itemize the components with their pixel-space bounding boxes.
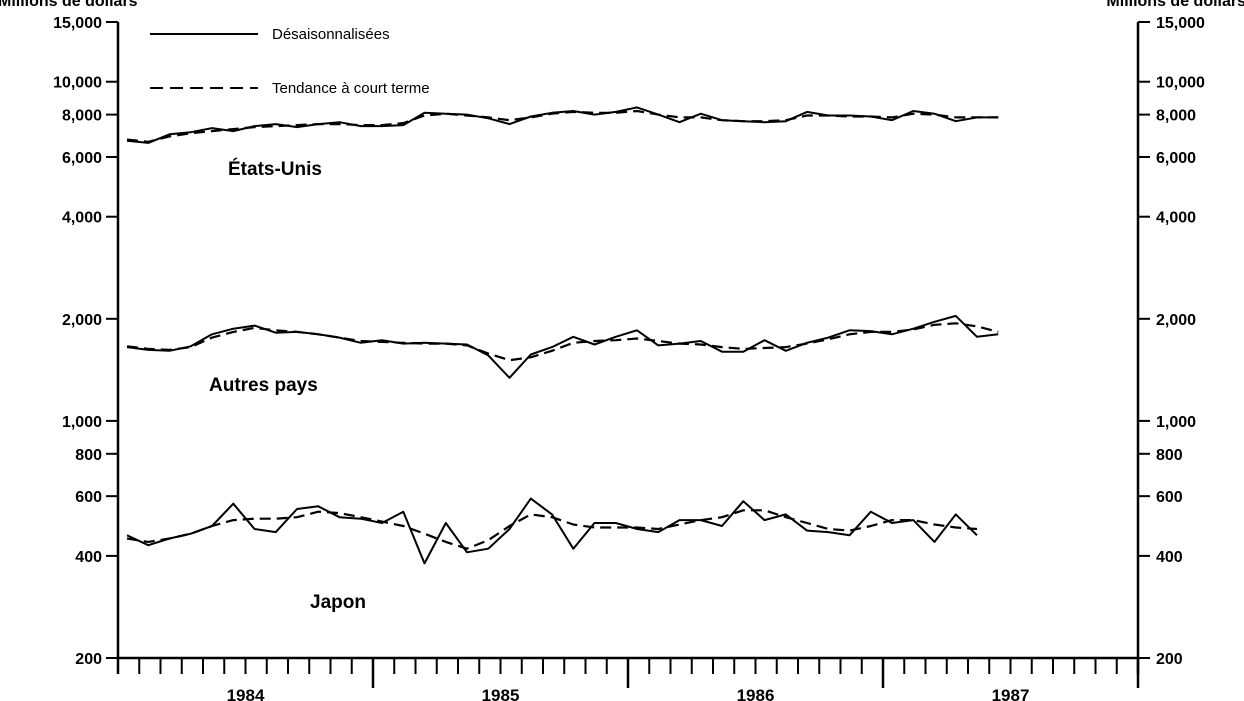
y-tick-label-right: 400: [1156, 549, 1183, 566]
y-tick-label-right: 200: [1156, 651, 1183, 668]
series-label-japan: Japon: [310, 592, 366, 613]
y-ticks: 200 200 400 400 600 600 800 800 1,000 1,000 2,000 2…: [53, 15, 1205, 668]
series-line-us-seasonally-adjusted: [126, 106, 999, 144]
legend-entry-seasonally-adjusted: Désaisonnalisées: [272, 26, 390, 43]
y-tick-label-left: 400: [75, 549, 102, 566]
series-label-us: États-Unis: [228, 158, 322, 180]
y-tick-label-right: 2,000: [1156, 312, 1196, 329]
y-tick-label-right: 4,000: [1156, 210, 1196, 227]
y-tick-label-right: 600: [1156, 489, 1183, 506]
y-tick-label-right: 15,000: [1156, 15, 1205, 32]
y-tick-label-left: 4,000: [62, 210, 102, 227]
series-line-other-trend: [126, 322, 999, 362]
legend: Désaisonnalisées Tendance à court terme: [150, 26, 430, 97]
y-tick-label-left: 10,000: [53, 75, 102, 92]
y-tick-label-right: 1,000: [1156, 414, 1196, 431]
y-tick-label-left: 600: [75, 489, 102, 506]
y-tick-label-left: 6,000: [62, 150, 102, 167]
legend-entry-trend: Tendance à court terme: [272, 80, 430, 97]
y-tick-label-left: 15,000: [53, 15, 102, 32]
y-tick-label-right: 10,000: [1156, 75, 1205, 92]
series-line-us-trend: [126, 109, 999, 143]
series-label-other: Autres pays: [209, 375, 318, 396]
y-tick-label-right: 800: [1156, 447, 1183, 464]
series-lines: [126, 106, 999, 565]
x-ticks: 1984 1985 1986 1987: [138, 658, 1140, 701]
x-year-label: 1986: [737, 686, 775, 701]
y-tick-label-left: 8,000: [62, 108, 102, 125]
y-tick-label-right: 8,000: [1156, 108, 1196, 125]
series-line-japan-trend: [126, 509, 978, 550]
y-tick-label-left: 800: [75, 447, 102, 464]
x-year-label: 1985: [482, 686, 520, 701]
y-tick-label-right: 6,000: [1156, 150, 1196, 167]
y-tick-label-left: 200: [75, 651, 102, 668]
y-unit-left: Millions de dollars: [0, 0, 138, 10]
y-unit-right: Millions de dollars: [1106, 0, 1244, 10]
series-line-other-seasonally-adjusted: [126, 314, 999, 379]
y-tick-label-left: 2,000: [62, 312, 102, 329]
x-year-label: 1984: [227, 686, 265, 701]
series-line-japan-seasonally-adjusted: [126, 497, 978, 565]
x-year-label: 1987: [992, 686, 1030, 701]
axes: [116, 22, 1140, 674]
y-tick-label-left: 1,000: [62, 414, 102, 431]
